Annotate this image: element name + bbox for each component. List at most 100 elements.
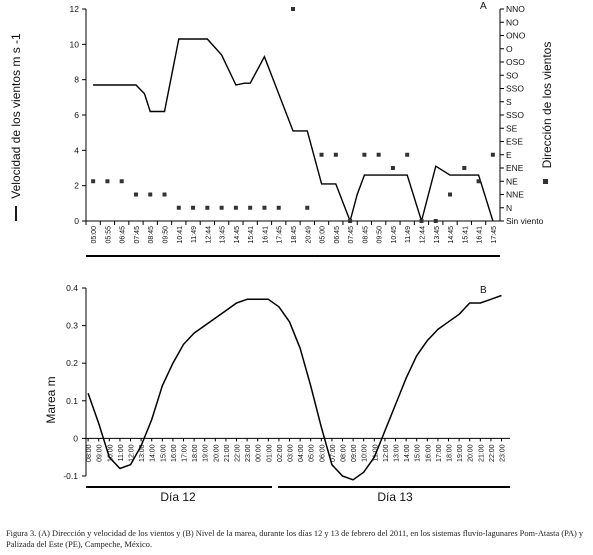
- x-tick-label: 06:45: [120, 226, 127, 244]
- wind-direction-point: [348, 219, 353, 223]
- wind-direction-point: [148, 192, 153, 197]
- x-tick-label: 17:00: [182, 444, 189, 462]
- x-tick-label: 16:41: [262, 226, 269, 244]
- figure-caption: Figura 3. (A) Dirección y velocidad de l…: [6, 529, 584, 549]
- x-tick-label: 17:45: [491, 226, 498, 244]
- x-tick-label: 12:00: [129, 444, 136, 462]
- x-tick-label: 01:00: [266, 444, 273, 462]
- x-tick-label: 16:00: [425, 444, 432, 462]
- y2-tick-label: NO: [506, 17, 519, 27]
- wind-direction-point: [419, 219, 424, 223]
- y2-tick-label: ONO: [506, 31, 526, 41]
- y-tick-label: 0.4: [66, 283, 78, 293]
- y2-tick-label: SSO: [506, 84, 524, 94]
- x-tick-label: 13:45: [220, 226, 227, 244]
- x-tick-label: 07:45: [348, 226, 355, 244]
- wind-direction-point: [248, 205, 253, 210]
- x-tick-label: 06:45: [334, 226, 341, 244]
- y-tick-label: -0.1: [63, 471, 78, 481]
- x-tick-label: 10:00: [362, 444, 369, 462]
- wind-direction-point: [191, 205, 196, 210]
- wind-direction-point: [476, 179, 481, 184]
- x-tick-label: 05:00: [320, 226, 327, 244]
- wind-direction-point: [262, 205, 267, 210]
- y2-tick-label: E: [506, 150, 512, 160]
- x-tick-label: 16:00: [171, 444, 178, 462]
- panel-b-tide-chart: -0.100.10.20.30.408:00 09:00 10:00 11:00 12:…: [44, 283, 510, 504]
- y2-tick-label: NNE: [506, 190, 524, 200]
- x-tick-label: 12:44: [205, 226, 212, 244]
- wind-direction-point: [276, 205, 281, 210]
- wind-direction-point: [305, 205, 310, 210]
- wind-direction-point: [390, 166, 395, 170]
- x-tick-label: 08:00: [86, 444, 93, 462]
- direction-legend-square: [543, 179, 548, 184]
- wind-direction-point: [219, 205, 224, 210]
- x-tick-label: 18:00: [192, 444, 199, 462]
- y2-tick-label: Sin viento: [506, 216, 544, 226]
- x-tick-label: 09:50: [377, 226, 384, 244]
- y2-tick-label: N: [506, 203, 512, 213]
- wind-direction-point: [376, 152, 381, 157]
- x-tick-label: 13:00: [139, 444, 146, 462]
- x-tick-label: 12:44: [419, 226, 426, 244]
- x-tick-label: 23:00: [245, 444, 252, 462]
- x-tick-label: 15:00: [415, 444, 422, 462]
- x-tick-label: 15:41: [462, 226, 469, 244]
- panel-label: B: [480, 285, 487, 296]
- x-tick-label: 20:49: [305, 226, 312, 244]
- x-tick-label: 10:41: [177, 226, 184, 244]
- y2-tick-label: OSO: [506, 57, 525, 67]
- x-tick-label: 02:00: [277, 444, 284, 462]
- wind-direction-point: [462, 166, 467, 170]
- x-tick-label: 07:45: [134, 226, 141, 244]
- day13-label: Día 13: [377, 490, 413, 504]
- wind-speed-line: [93, 38, 494, 224]
- x-tick-label: 21:00: [478, 444, 485, 462]
- x-tick-label: 13:45: [434, 226, 441, 244]
- wind-direction-point: [133, 192, 138, 197]
- y2-tick-label: ESE: [506, 137, 523, 147]
- panel-a-wind-chart: 0 2 4 6 8 10 12 Sin viento N NNE NE ENE E ESE SE SSO S SS…: [9, 1, 554, 257]
- x-tick-label: 08:45: [362, 226, 369, 244]
- y-tick-label: 0.1: [66, 396, 78, 406]
- x-tick-label: 21:00: [224, 444, 231, 462]
- x-tick-label: 09:00: [97, 444, 104, 462]
- y-tick-label: 0: [73, 433, 78, 443]
- y-tick-label: 6: [74, 110, 79, 120]
- x-tick-label: 15:41: [248, 226, 255, 244]
- y2-tick-label: S: [506, 97, 512, 107]
- wind-direction-point: [205, 205, 210, 210]
- x-tick-label: 19:00: [203, 444, 210, 462]
- wind-direction-point: [162, 192, 167, 197]
- x-tick-label: 19:00: [457, 444, 464, 462]
- x-tick-label: 13:00: [394, 444, 401, 462]
- wind-direction-point: [405, 152, 410, 157]
- x-tick-label: 20:00: [213, 444, 220, 462]
- day12-label: Día 12: [160, 490, 196, 504]
- x-tick-label: 11:49: [191, 226, 198, 243]
- x-tick-label: 20:00: [468, 444, 475, 462]
- x-tick-label: 17:00: [436, 444, 443, 462]
- x-tick-label: 16:41: [477, 226, 484, 244]
- y-tick-label: 0.3: [66, 321, 78, 331]
- x-tick-label: 15:00: [160, 444, 167, 462]
- wind-direction-point: [233, 205, 238, 210]
- y2-tick-label: O: [506, 44, 513, 54]
- x-tick-label: 10:45: [391, 226, 398, 244]
- x-tick-label: 09:50: [163, 226, 170, 244]
- x-tick-label: 11:00: [118, 444, 125, 461]
- y-tick-label: 12: [70, 4, 80, 14]
- wind-direction-point: [91, 179, 96, 184]
- wind-direction-point: [333, 152, 338, 157]
- x-tick-label: 11:49: [405, 226, 412, 243]
- y-axis-label: Velocidad de los vientos m s -1: [9, 33, 23, 199]
- y-tick-label: 0: [74, 216, 79, 226]
- wind-direction-point: [119, 179, 124, 184]
- x-tick-label: 05:00: [91, 226, 98, 244]
- x-tick-label: 05:00: [309, 444, 316, 462]
- x-tick-label: 14:45: [448, 226, 455, 244]
- x-tick-label: 23:00: [500, 444, 507, 462]
- x-tick-label: 22:00: [489, 444, 496, 462]
